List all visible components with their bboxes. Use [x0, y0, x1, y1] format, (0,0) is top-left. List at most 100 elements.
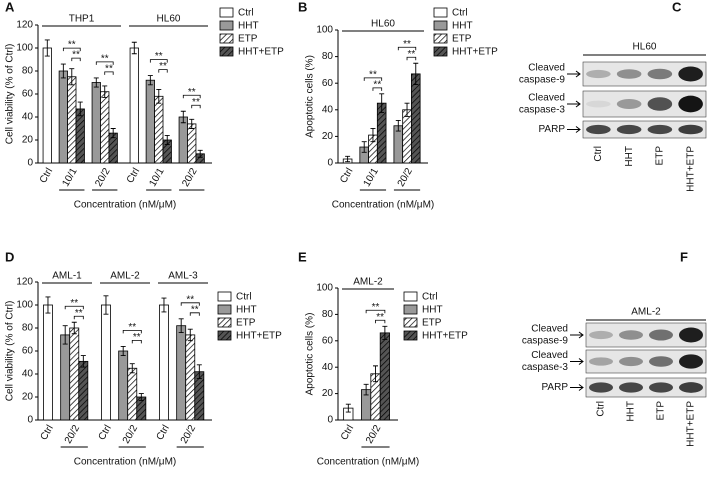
blot-band [586, 124, 611, 135]
legend-label: HHT [452, 21, 473, 32]
legend-label: HHT+ETP [236, 331, 282, 342]
row-arrow [567, 126, 581, 133]
y-tick-label: 100 [316, 283, 333, 294]
bar [187, 123, 197, 164]
y-tick-label: 60 [22, 346, 34, 357]
x-axis-label: Concentration (nM/μM) [74, 200, 176, 211]
bar [100, 91, 110, 164]
y-tick-label: 40 [22, 369, 34, 380]
blot-band [619, 330, 643, 340]
significance-bracket [189, 312, 200, 316]
error-bar [62, 325, 68, 345]
y-tick-label: 0 [27, 415, 33, 426]
x-tick-label: 20/2 [396, 166, 415, 189]
error-bar [197, 149, 203, 158]
error-bar [102, 85, 108, 98]
legend-label: ETP [452, 34, 472, 45]
x-tick-label: 10/1 [362, 166, 381, 189]
error-bar [189, 118, 195, 129]
group-label: AML-2 [353, 277, 383, 288]
x-tick-label: 10/1 [147, 166, 166, 189]
row-arrow [567, 70, 581, 78]
lane-label: ETP [656, 401, 667, 421]
significance-bracket [180, 302, 200, 306]
y-axis-label: Cell viability (% of Ctrl) [5, 301, 16, 402]
x-tick-label: 10/1 [60, 166, 79, 189]
bar [176, 325, 187, 421]
y-tick-label: 120 [16, 20, 33, 31]
group-label: THP1 [69, 14, 95, 25]
y-tick-label: 100 [316, 25, 333, 36]
x-tick-label: 20/2 [93, 166, 112, 189]
blot-band [649, 329, 673, 341]
significance-label: ** [403, 39, 411, 50]
significance-bracket [73, 315, 84, 320]
lane-label: HHT [626, 401, 637, 422]
bar [127, 367, 138, 421]
y-tick-label: 40 [322, 362, 334, 373]
y-tick-label: 100 [16, 43, 33, 54]
error-bar [129, 363, 135, 374]
blot-strip [585, 349, 707, 374]
row-label: Cleaved [531, 350, 568, 361]
blot-band [647, 124, 673, 135]
significance-bracket [64, 305, 84, 310]
legend-label: HHT [422, 305, 443, 316]
error-bar [44, 39, 50, 57]
significance-bracket [397, 46, 417, 51]
x-tick-label: Ctrl [155, 423, 172, 442]
legend-label: HHT+ETP [238, 47, 284, 58]
error-bar [60, 63, 66, 79]
row-label: caspase-9 [522, 336, 569, 347]
significance-label: ** [75, 308, 83, 319]
bar [402, 109, 412, 164]
significance-label: ** [372, 302, 380, 313]
blot-band [619, 356, 643, 367]
row-label: Cleaved [531, 324, 568, 335]
blot-title: HL60 [633, 42, 657, 53]
lane-label: HHT+ETP [686, 401, 697, 447]
legend-label: HHT [236, 305, 257, 316]
blot-band [679, 354, 703, 369]
significance-label: ** [101, 54, 109, 65]
error-bar [93, 77, 99, 88]
significance-label: ** [369, 69, 377, 80]
panel-label: F [680, 249, 688, 264]
bar [91, 82, 101, 164]
error-bar [71, 321, 77, 335]
y-tick-label: 20 [22, 392, 34, 403]
error-bar [45, 296, 51, 314]
error-bar [395, 119, 401, 132]
y-tick-label: 120 [16, 277, 33, 288]
bar [185, 334, 196, 421]
bar [60, 334, 71, 421]
lane-label: Ctrl [596, 401, 607, 417]
y-tick-label: 80 [322, 51, 334, 62]
lane-label: HHT+ETP [685, 146, 696, 192]
bar [159, 304, 169, 421]
y-tick-label: 60 [22, 89, 34, 100]
bar [379, 332, 390, 421]
blot-band [679, 327, 703, 343]
significance-label: ** [376, 312, 384, 323]
y-tick-label: 0 [327, 415, 333, 426]
legend-label: ETP [236, 318, 256, 329]
legend-label: HHT+ETP [452, 47, 498, 58]
error-bar [196, 364, 202, 380]
significance-bracket [375, 319, 386, 324]
x-axis-label: Concentration (nM/μM) [74, 457, 176, 468]
blot-band [589, 382, 613, 393]
significance-bracket [62, 47, 81, 52]
x-tick-label: 20/2 [180, 166, 199, 189]
group-label: HL60 [371, 19, 395, 30]
y-tick-label: 100 [16, 300, 33, 311]
y-tick-label: 60 [322, 335, 334, 346]
x-axis-label: Concentration (nM/μM) [317, 457, 419, 468]
error-bar [164, 134, 170, 146]
legend-swatch [219, 33, 234, 44]
significance-label: ** [68, 40, 76, 51]
y-tick-label: 0 [327, 158, 333, 169]
x-axis-label: Concentration (nM/μM) [332, 200, 434, 211]
legend-swatch [217, 304, 232, 315]
row-label: Cleaved [528, 93, 565, 104]
